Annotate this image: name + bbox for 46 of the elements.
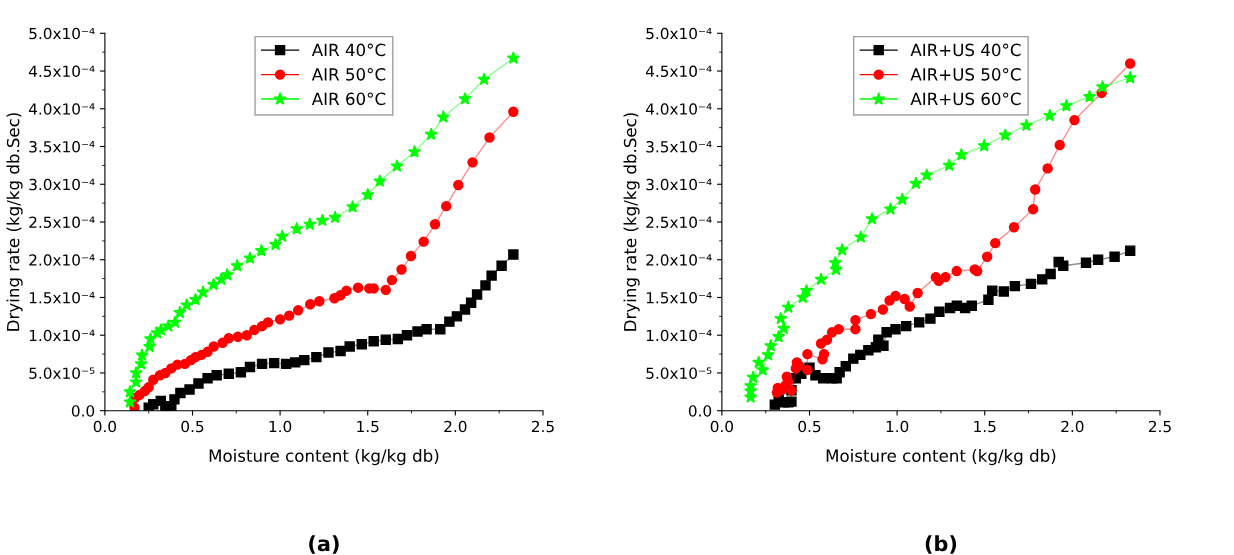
legend-label: AIR+US 50°C	[910, 68, 1021, 81]
x-tick-label: 2.5	[531, 420, 554, 433]
x-tick-label: 0.0	[93, 420, 117, 433]
y-tick-label: 5.0x10⁻⁵	[646, 367, 712, 379]
y-tick-label: 3.5x10⁻⁴	[29, 140, 95, 153]
y-tick-label: 4.0x10⁻⁴	[28, 103, 95, 115]
legend-label: AIR 50°C	[311, 68, 386, 81]
y-tick-label: 3.5x10⁻⁴	[646, 140, 712, 153]
legend-label: AIR 40°C	[311, 43, 386, 57]
y-tick-label: 5.0x10⁻⁵	[29, 367, 95, 379]
y-tick-label: 4.5x10⁻⁴	[28, 65, 95, 78]
y-tick-label: 2.5x10⁻⁴	[29, 216, 95, 229]
y-tick-label: 3.0x10⁻⁴	[29, 178, 95, 191]
x-tick-label: 0.5	[798, 420, 821, 433]
y-tick-label: 4.5x10⁻⁴	[645, 65, 712, 78]
y-tick-label: 1.5x10⁻⁴	[29, 291, 95, 304]
text: (b)	[925, 535, 957, 554]
legend-label: AIR 60°C	[311, 92, 386, 106]
y-tick-label: 3.0x10⁻⁴	[646, 178, 712, 191]
x-tick-label: 2.5	[1148, 420, 1171, 433]
y-tick-label: 5.0x10⁻⁴	[646, 27, 712, 40]
y-tick-label: 0.0	[688, 405, 712, 417]
y-tick-label: 5.0x10⁻⁴	[29, 27, 95, 40]
x-axis-title: Moisture content (kg/kg db)	[209, 449, 439, 466]
x-axis-title: Moisture content (kg/kg db)	[826, 449, 1056, 466]
y-tick-label: 1.0x10⁻⁴	[29, 329, 95, 342]
x-tick-label: 1.0	[269, 420, 292, 433]
x-tick-label: 2.0	[444, 420, 467, 433]
y-axis-title: Drying rate (kg/kg db.Sec)	[6, 113, 23, 331]
y-tick-label: 0.0	[71, 405, 95, 417]
legend-label: AIR+US 40°C	[910, 43, 1021, 57]
y-tick-label: 4.0x10⁻⁴	[645, 103, 712, 115]
x-tick-label: 0.5	[181, 420, 204, 433]
y-axis-title: Drying rate (kg/kg db.Sec)	[623, 113, 640, 331]
x-tick-label: 1.0	[886, 420, 909, 433]
legend-label: AIR+US 60°C	[910, 92, 1021, 106]
text: (a)	[309, 535, 339, 554]
y-tick-label: 1.5x10⁻⁴	[646, 291, 712, 304]
y-tick-label: 2.0x10⁻⁴	[646, 254, 712, 266]
y-tick-label: 2.0x10⁻⁴	[29, 254, 95, 266]
y-tick-label: 2.5x10⁻⁴	[646, 216, 712, 229]
x-tick-label: 0.0	[710, 420, 734, 433]
x-tick-label: 1.5	[357, 420, 379, 433]
x-tick-label: 1.5	[974, 420, 996, 433]
x-tick-label: 2.0	[1061, 420, 1084, 433]
y-tick-label: 1.0x10⁻⁴	[646, 329, 712, 342]
